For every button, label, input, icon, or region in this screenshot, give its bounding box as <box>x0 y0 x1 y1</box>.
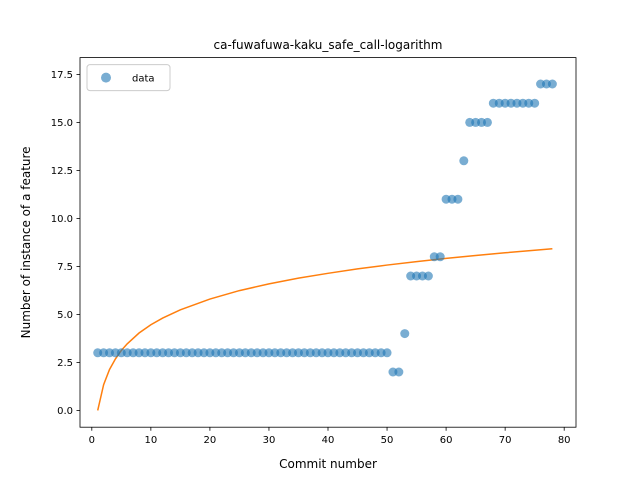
y-axis: 0.0 2.5 5.0 7.5 10.0 12.5 15.0 17.5 <box>51 70 80 417</box>
y-tick-label: 12.5 <box>51 166 73 177</box>
x-tick-label: 80 <box>558 435 571 446</box>
y-tick-label: 5.0 <box>57 310 73 321</box>
data-point <box>382 348 392 358</box>
y-tick-label: 17.5 <box>51 70 73 81</box>
data-point <box>482 117 492 127</box>
x-tick-label: 0 <box>89 435 95 446</box>
x-tick-label: 50 <box>381 435 394 446</box>
x-tick-label: 60 <box>440 435 453 446</box>
legend-box <box>86 64 171 92</box>
x-tick-label: 40 <box>322 435 335 446</box>
y-tick-label: 15.0 <box>51 118 73 129</box>
data-point <box>547 79 557 89</box>
data-point <box>530 98 540 108</box>
plot-area <box>93 79 557 411</box>
data-point <box>394 367 404 377</box>
y-axis-label: Number of instance of a feature <box>19 146 33 338</box>
x-tick-label: 10 <box>144 435 157 446</box>
data-point <box>453 194 463 204</box>
data-point <box>400 329 410 339</box>
chart-title: ca-fuwafuwa-kaku_safe_call-logarithm <box>214 38 443 52</box>
x-tick-label: 20 <box>204 435 217 446</box>
data-point <box>423 271 433 281</box>
y-tick-label: 7.5 <box>57 262 73 273</box>
y-tick-label: 10.0 <box>51 214 73 225</box>
legend: data <box>86 64 171 92</box>
x-axis-label: Commit number <box>279 457 377 471</box>
x-tick-label: 70 <box>499 435 512 446</box>
legend-marker-data <box>101 72 111 83</box>
data-point <box>435 252 445 262</box>
legend-label-data: data <box>132 74 155 85</box>
data-point <box>459 156 469 166</box>
y-tick-label: 2.5 <box>57 358 73 369</box>
x-tick-label: 30 <box>263 435 276 446</box>
x-axis: 0 10 20 30 40 50 60 70 80 <box>89 427 571 446</box>
y-tick-label: 0.0 <box>57 406 73 417</box>
